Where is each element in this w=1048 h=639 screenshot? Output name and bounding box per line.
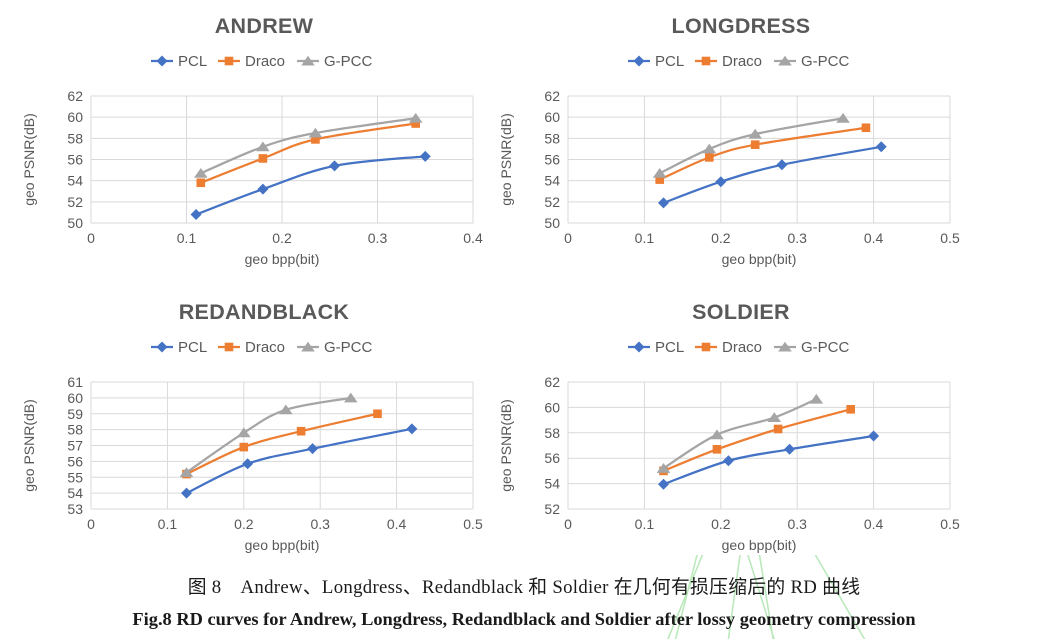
svg-text:0.5: 0.5 (940, 230, 960, 246)
svg-text:56: 56 (67, 152, 83, 168)
svg-text:0.4: 0.4 (387, 516, 407, 532)
svg-text:0.5: 0.5 (463, 516, 483, 532)
svg-text:60: 60 (544, 109, 560, 125)
svg-text:59: 59 (67, 406, 83, 422)
svg-text:G-PCC: G-PCC (801, 339, 850, 356)
svg-text:56: 56 (544, 450, 560, 466)
svg-text:geo PSNR(dB): geo PSNR(dB) (498, 113, 514, 206)
svg-text:Draco: Draco (245, 339, 285, 356)
svg-text:0.2: 0.2 (272, 230, 292, 246)
svg-text:G-PCC: G-PCC (324, 53, 373, 70)
svg-text:55: 55 (67, 469, 83, 485)
svg-text:62: 62 (544, 374, 560, 390)
svg-text:52: 52 (544, 194, 560, 210)
svg-text:0.2: 0.2 (711, 230, 731, 246)
svg-text:61: 61 (67, 374, 83, 390)
svg-text:50: 50 (544, 215, 560, 231)
svg-text:geo bpp(bit): geo bpp(bit) (245, 251, 320, 267)
svg-text:0.3: 0.3 (310, 516, 330, 532)
svg-text:57: 57 (67, 438, 83, 454)
svg-text:geo PSNR(dB): geo PSNR(dB) (498, 399, 514, 492)
svg-text:0.1: 0.1 (177, 230, 197, 246)
svg-text:PCL: PCL (655, 339, 684, 356)
svg-text:0.1: 0.1 (635, 516, 655, 532)
svg-text:54: 54 (544, 476, 560, 492)
svg-text:G-PCC: G-PCC (324, 339, 373, 356)
svg-text:0: 0 (87, 516, 95, 532)
svg-text:58: 58 (544, 130, 560, 146)
svg-text:62: 62 (544, 88, 560, 104)
svg-text:60: 60 (67, 109, 83, 125)
svg-text:0.3: 0.3 (787, 230, 807, 246)
svg-text:52: 52 (67, 194, 83, 210)
svg-text:Draco: Draco (722, 339, 762, 356)
svg-text:0.1: 0.1 (158, 516, 178, 532)
svg-text:geo bpp(bit): geo bpp(bit) (245, 537, 320, 553)
svg-text:0: 0 (564, 230, 572, 246)
svg-text:geo PSNR(dB): geo PSNR(dB) (21, 399, 37, 492)
svg-text:0.5: 0.5 (940, 516, 960, 532)
svg-text:0: 0 (564, 516, 572, 532)
svg-text:geo bpp(bit): geo bpp(bit) (722, 251, 797, 267)
svg-text:0.4: 0.4 (864, 230, 884, 246)
svg-text:62: 62 (67, 88, 83, 104)
svg-text:geo PSNR(dB): geo PSNR(dB) (21, 113, 37, 206)
svg-text:56: 56 (67, 453, 83, 469)
svg-text:0.4: 0.4 (864, 516, 884, 532)
svg-text:58: 58 (67, 130, 83, 146)
svg-text:52: 52 (544, 501, 560, 517)
svg-text:0.2: 0.2 (711, 516, 731, 532)
svg-text:0.4: 0.4 (463, 230, 483, 246)
svg-text:Draco: Draco (245, 53, 285, 70)
svg-text:58: 58 (67, 422, 83, 438)
svg-text:60: 60 (544, 399, 560, 415)
svg-text:53: 53 (67, 501, 83, 517)
svg-text:56: 56 (544, 152, 560, 168)
svg-text:0.2: 0.2 (234, 516, 254, 532)
svg-text:50: 50 (67, 215, 83, 231)
svg-text:PCL: PCL (655, 53, 684, 70)
svg-text:0.3: 0.3 (368, 230, 388, 246)
svg-text:PCL: PCL (178, 53, 207, 70)
svg-text:G-PCC: G-PCC (801, 53, 850, 70)
svg-text:Draco: Draco (722, 53, 762, 70)
svg-text:0: 0 (87, 230, 95, 246)
svg-text:54: 54 (544, 173, 560, 189)
svg-text:0.3: 0.3 (787, 516, 807, 532)
svg-text:54: 54 (67, 173, 83, 189)
svg-text:58: 58 (544, 425, 560, 441)
svg-text:54: 54 (67, 485, 83, 501)
svg-text:geo bpp(bit): geo bpp(bit) (722, 537, 797, 553)
svg-text:PCL: PCL (178, 339, 207, 356)
svg-text:0.1: 0.1 (635, 230, 655, 246)
svg-text:60: 60 (67, 390, 83, 406)
